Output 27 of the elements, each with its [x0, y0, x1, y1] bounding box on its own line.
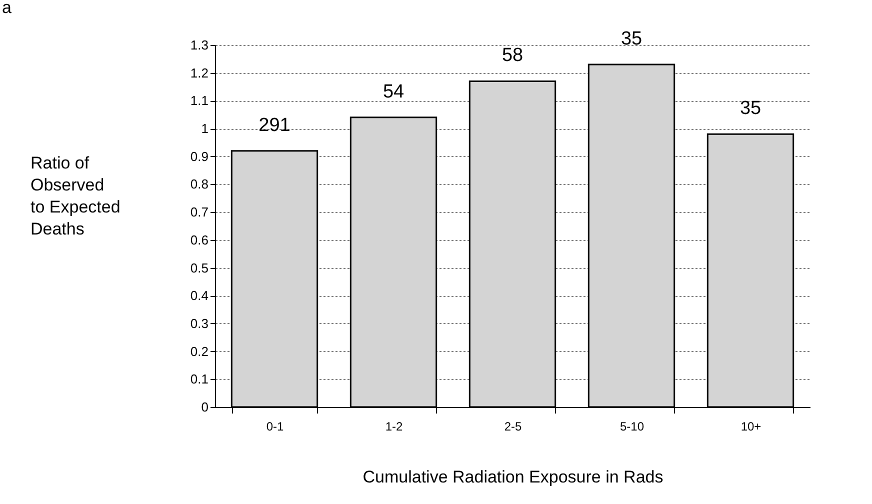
annotation: 35: [620, 28, 642, 50]
y-tick-label: 0.8: [190, 176, 208, 192]
x-tick-label: 2-5: [504, 420, 522, 434]
y-tick-label: 0.4: [190, 288, 208, 304]
y-tick-label: 0.9: [190, 148, 208, 164]
y-tick-label: 0.1: [190, 372, 208, 387]
x-axis-title: Cumulative Radiation Exposure in Rads: [362, 468, 664, 486]
text: a: [2, 0, 12, 18]
y-tick-label: 0: [201, 400, 208, 414]
annotation: 58: [502, 45, 524, 66]
x-tick-label: 5-10: [620, 420, 644, 434]
annotation: 35: [740, 98, 762, 120]
y-tick-label: 1.1: [190, 93, 208, 108]
y-tick-label: 0.6: [190, 232, 208, 248]
annotation: 291: [258, 114, 290, 136]
x-tick-label: 0-1: [266, 420, 284, 434]
y-tick-label: 1.2: [190, 65, 208, 80]
y-axis-title: Ratio of Observed to Expected Deaths: [30, 154, 120, 238]
y-tick-label: 0.7: [190, 204, 208, 220]
y-tick-label: 1.3: [190, 38, 208, 52]
y-tick-label: 1: [201, 121, 208, 136]
y-tick-label: 0.3: [190, 316, 208, 331]
y-tick-label: 0.2: [190, 344, 208, 359]
x-tick-label: 10+: [740, 420, 762, 434]
y-tick-label: 0.5: [190, 260, 208, 276]
x-tick-label: 1-2: [385, 420, 403, 434]
annotation: 54: [382, 81, 404, 102]
